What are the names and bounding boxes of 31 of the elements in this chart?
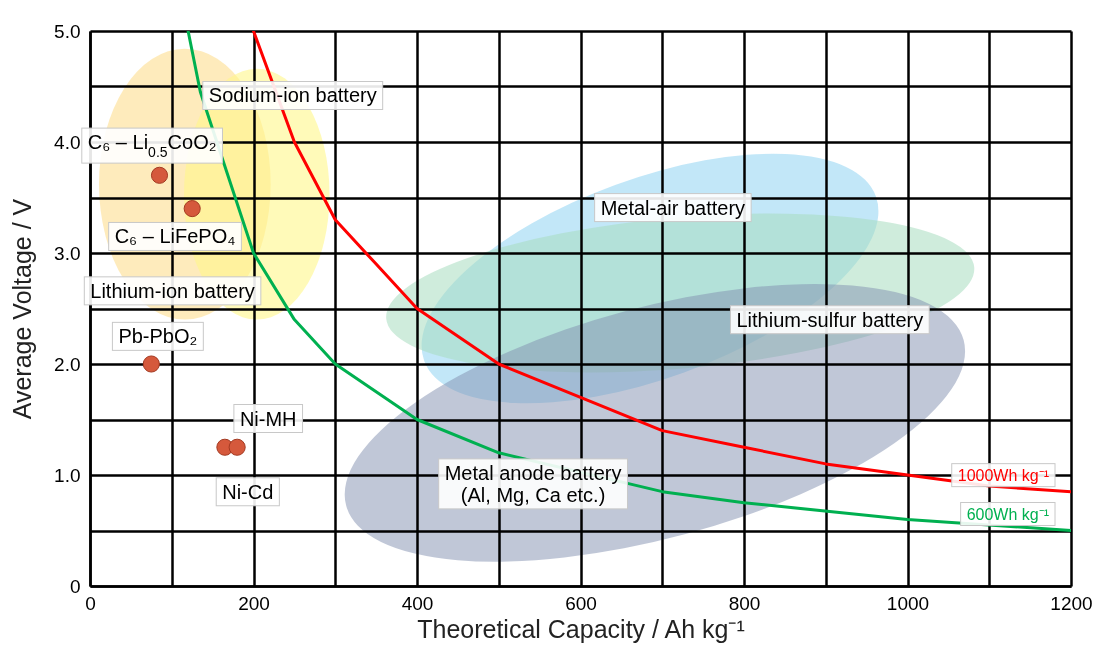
annotation: Metal anode battery (Al, Mg, Ca etc.) bbox=[444, 461, 622, 506]
x-tick-label: 200 bbox=[238, 592, 270, 614]
y-tick-label: 5.0 bbox=[54, 20, 81, 42]
annotation: C₆ – LiFePO₄ bbox=[114, 225, 236, 248]
x-tick-label: 1200 bbox=[1050, 592, 1093, 614]
annotation: Ni-MH bbox=[239, 407, 297, 430]
y-tick-label: 4.0 bbox=[54, 131, 81, 153]
x-tick-label: 1000 bbox=[886, 592, 930, 614]
series-label: 600Wh kg⁻¹ bbox=[966, 505, 1049, 523]
annotation: Pb-PbO₂ bbox=[118, 325, 198, 348]
annotation: C₆ – Li$_{0.5}$CoO₂ bbox=[87, 131, 217, 161]
x-tick-label: 600 bbox=[565, 592, 597, 614]
x-axis-title: Theoretical Capacity / Ah kg⁻¹ bbox=[417, 614, 745, 643]
annotation: Metal-air battery bbox=[600, 196, 746, 219]
point bbox=[150, 166, 169, 184]
point bbox=[183, 200, 201, 218]
y-tick-label: 0 bbox=[69, 575, 81, 597]
y-axis-title: Average Voltage / V bbox=[8, 198, 37, 420]
annotation: Ni-Cd bbox=[222, 480, 274, 503]
annotation: Sodium-ion battery bbox=[208, 84, 377, 107]
y-tick-label: 3.0 bbox=[54, 242, 81, 264]
point bbox=[228, 438, 246, 456]
y-tick-label: 2.0 bbox=[54, 353, 81, 375]
point bbox=[142, 355, 160, 373]
series-label: 1000Wh kg⁻¹ bbox=[957, 466, 1049, 484]
y-tick-label: 1.0 bbox=[54, 464, 81, 486]
x-tick-label: 800 bbox=[728, 592, 761, 614]
annotation: Lithium-sulfur battery bbox=[736, 308, 924, 331]
annotation: Lithium-ion battery bbox=[90, 279, 255, 302]
x-tick-label: 0 bbox=[85, 592, 96, 614]
x-tick-label: 400 bbox=[401, 592, 434, 614]
